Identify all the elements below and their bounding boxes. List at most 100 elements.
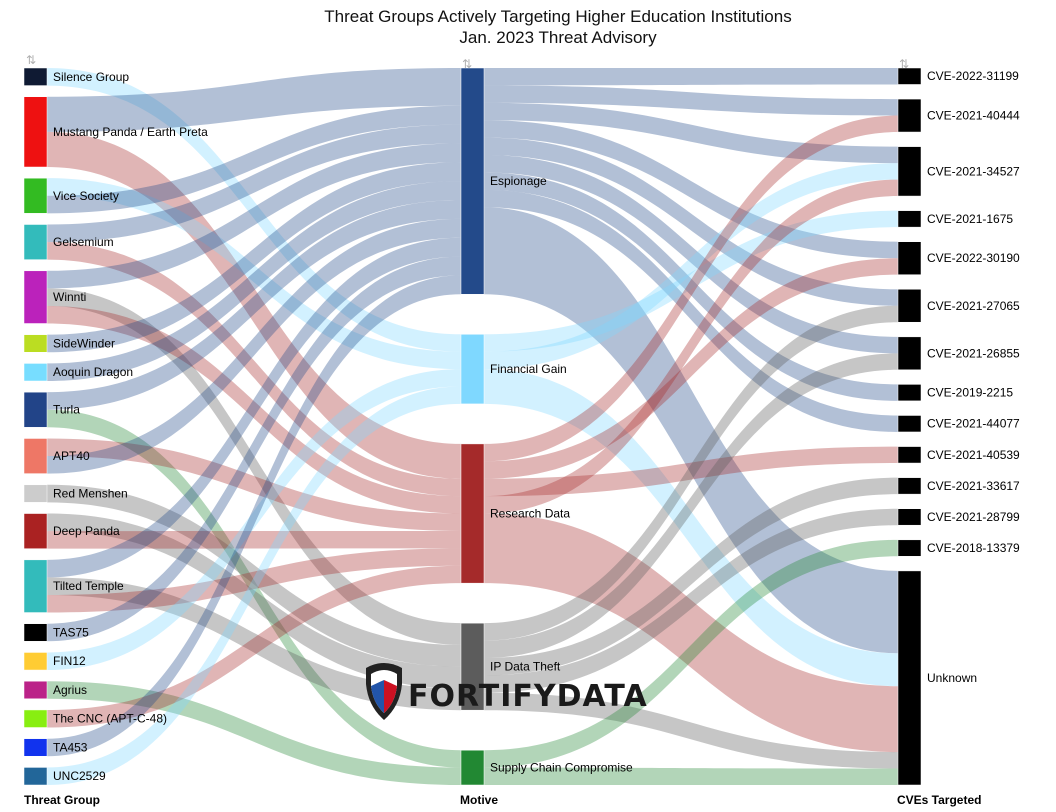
- link-fin12-to-financial-gain[interactable]: [47, 369, 461, 671]
- link-red-menshen-to-ip-data-theft[interactable]: [47, 484, 461, 667]
- link-ip-data-theft-to-cve-2021-33617[interactable]: [484, 477, 898, 676]
- motive-node-espionage[interactable]: [460, 67, 485, 295]
- group-node-silence-group[interactable]: [23, 67, 48, 86]
- link-ta453-to-espionage[interactable]: [47, 275, 461, 757]
- link-research-data-to-cve-2021-40539[interactable]: [484, 446, 898, 497]
- link-mustang-panda-earth-preta-to-espionage[interactable]: [47, 68, 461, 132]
- group-node-fin12[interactable]: [23, 652, 48, 671]
- cve-label-cve-2019-2215: CVE-2019-2215: [927, 386, 1013, 400]
- link-gelsemium-to-research-data[interactable]: [47, 242, 461, 497]
- link-espionage-to-cve-2021-34527[interactable]: [484, 102, 898, 164]
- link-financial-gain-to-cve-2021-1675[interactable]: [484, 210, 898, 352]
- link-espionage-to-cve-2022-31199[interactable]: [484, 68, 898, 86]
- link-financial-gain-to-cve-2021-34527[interactable]: [484, 163, 898, 370]
- link-winnti-to-espionage[interactable]: [47, 143, 461, 289]
- link-sidewinder-to-espionage[interactable]: [47, 162, 461, 353]
- cve-node-cve-2021-28799[interactable]: [897, 508, 922, 526]
- cve-node-cve-2021-33617[interactable]: [897, 477, 922, 495]
- group-node-sidewinder[interactable]: [23, 334, 48, 353]
- link-research-data-to-cve-2021-34527[interactable]: [484, 179, 898, 514]
- link-espionage-to-cve-2021-27065[interactable]: [484, 137, 898, 306]
- group-node-unc2529[interactable]: [23, 767, 48, 786]
- link-turla-to-supply-chain-compromise[interactable]: [47, 409, 461, 768]
- group-label-silence-group: Silence Group: [53, 70, 129, 84]
- group-node-tilted-temple[interactable]: [23, 559, 48, 613]
- link-turla-to-espionage[interactable]: [47, 199, 461, 410]
- cve-node-unknown[interactable]: [897, 570, 922, 786]
- link-gelsemium-to-espionage[interactable]: [47, 124, 461, 243]
- group-node-ta453[interactable]: [23, 738, 48, 757]
- group-node-tas75[interactable]: [23, 623, 48, 642]
- link-winnti-to-research-data[interactable]: [47, 305, 461, 514]
- group-node-gelsemium[interactable]: [23, 224, 48, 260]
- cve-node-cve-2021-40444[interactable]: [897, 98, 922, 133]
- cve-node-cve-2021-1675[interactable]: [897, 210, 922, 228]
- link-espionage-to-cve-2021-40444[interactable]: [484, 85, 898, 116]
- link-winnti-to-ip-data-theft[interactable]: [47, 288, 461, 645]
- cve-node-cve-2018-13379[interactable]: [897, 539, 922, 557]
- link-espionage-to-cve-2019-2215[interactable]: [484, 172, 898, 401]
- sort-icon-motives[interactable]: ⇅: [462, 57, 472, 71]
- link-mustang-panda-earth-preta-to-research-data[interactable]: [47, 131, 461, 479]
- link-aoquin-dragon-to-espionage[interactable]: [47, 181, 461, 381]
- link-vice-society-to-espionage[interactable]: [47, 105, 461, 214]
- group-node-vice-society[interactable]: [23, 177, 48, 214]
- cve-node-cve-2021-26855[interactable]: [897, 336, 922, 371]
- link-espionage-to-cve-2021-44077[interactable]: [484, 189, 898, 432]
- cve-node-cve-2021-34527[interactable]: [897, 146, 922, 197]
- group-label-deep-panda: Deep Panda: [53, 524, 120, 538]
- link-ip-data-theft-to-cve-2021-26855[interactable]: [484, 353, 898, 658]
- motive-node-research-data[interactable]: [460, 443, 485, 584]
- link-unc2529-to-financial-gain[interactable]: [47, 386, 461, 786]
- link-ip-data-theft-to-unknown[interactable]: [484, 692, 898, 769]
- link-deep-panda-to-ip-data-theft[interactable]: [47, 513, 461, 689]
- link-supply-chain-compromise-to-cve-2018-13379[interactable]: [484, 539, 898, 768]
- group-label-fin12: FIN12: [53, 654, 86, 668]
- cve-node-cve-2021-27065[interactable]: [897, 289, 922, 323]
- link-tilted-temple-to-ip-data-theft[interactable]: [47, 577, 461, 711]
- link-vice-society-to-financial-gain[interactable]: [47, 178, 461, 370]
- cve-node-cve-2021-44077[interactable]: [897, 415, 922, 433]
- link-apt40-to-espionage[interactable]: [47, 218, 461, 474]
- link-financial-gain-to-unknown[interactable]: [484, 369, 898, 687]
- group-label-apt40: APT40: [53, 449, 90, 463]
- link-deep-panda-to-research-data[interactable]: [47, 530, 461, 549]
- group-node-agrius[interactable]: [23, 680, 48, 700]
- group-label-aoquin-dragon: Aoquin Dragon: [53, 365, 133, 379]
- link-tilted-temple-to-research-data[interactable]: [47, 548, 461, 613]
- cve-node-cve-2021-40539[interactable]: [897, 446, 922, 464]
- group-node-deep-panda[interactable]: [23, 513, 48, 549]
- cve-node-cve-2019-2215[interactable]: [897, 384, 922, 402]
- motive-node-supply-chain-compromise[interactable]: [460, 749, 485, 786]
- cve-node-cve-2022-30190[interactable]: [897, 241, 922, 275]
- link-ip-data-theft-to-cve-2021-28799[interactable]: [484, 508, 898, 693]
- motive-node-financial-gain[interactable]: [460, 334, 485, 405]
- link-espionage-to-cve-2022-30190[interactable]: [484, 120, 898, 259]
- link-silence-group-to-financial-gain[interactable]: [47, 68, 461, 352]
- link-research-data-to-cve-2022-30190[interactable]: [484, 258, 898, 479]
- link-agrius-to-supply-chain-compromise[interactable]: [47, 681, 461, 785]
- link-research-data-to-cve-2021-40444[interactable]: [484, 115, 898, 462]
- link-research-data-to-unknown[interactable]: [484, 513, 898, 753]
- group-node-winnti[interactable]: [23, 270, 48, 324]
- link-tas75-to-espionage[interactable]: [47, 256, 461, 642]
- cve-node-cve-2022-31199[interactable]: [897, 67, 922, 85]
- group-node-turla[interactable]: [23, 391, 48, 428]
- link-apt40-to-research-data[interactable]: [47, 438, 461, 531]
- link-the-cnc-apt-c-48-to-research-data[interactable]: [47, 565, 461, 728]
- group-node-the-cnc-apt-c-48[interactable]: [23, 709, 48, 728]
- column-label-threat-group: Threat Group: [24, 793, 100, 807]
- link-tilted-temple-to-espionage[interactable]: [47, 237, 461, 578]
- link-espionage-to-cve-2021-26855[interactable]: [484, 155, 898, 354]
- group-label-winnti: Winnti: [53, 290, 86, 304]
- group-node-red-menshen[interactable]: [23, 484, 48, 503]
- group-node-aoquin-dragon[interactable]: [23, 363, 48, 382]
- sort-icon-groups[interactable]: ⇅: [26, 53, 36, 67]
- motive-node-ip-data-theft[interactable]: [460, 622, 485, 711]
- group-node-apt40[interactable]: [23, 438, 48, 474]
- link-espionage-to-unknown[interactable]: [484, 207, 898, 654]
- group-node-mustang-panda-earth-preta[interactable]: [23, 96, 48, 168]
- link-supply-chain-compromise-to-unknown[interactable]: [484, 767, 898, 785]
- link-ip-data-theft-to-cve-2021-27065[interactable]: [484, 305, 898, 641]
- sort-icon-cves[interactable]: ⇅: [899, 57, 909, 71]
